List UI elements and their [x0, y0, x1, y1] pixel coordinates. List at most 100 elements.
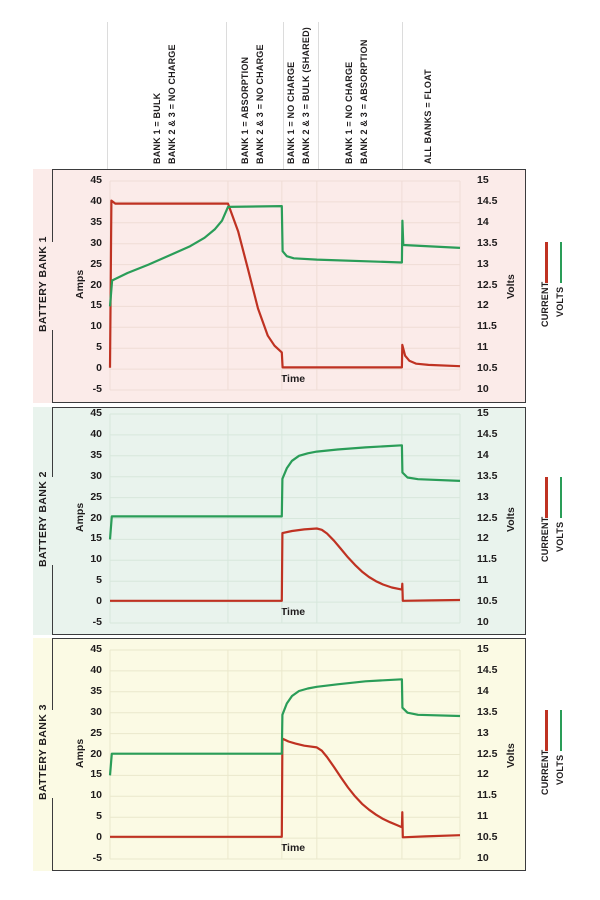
volts-tick: 11 [477, 810, 489, 823]
amps-tick: 10 [90, 553, 102, 566]
volts-tick: 11.5 [477, 789, 497, 802]
battery-bank-1-panel: BATTERY BANK 1 Amps Volts Time 45 40 35 30 2… [33, 169, 526, 403]
bank-3-title: BATTERY BANK 3 [37, 704, 49, 800]
volts-tick: 15 [477, 174, 489, 186]
volts-tick: 13 [477, 257, 489, 270]
volts-tick: 14.5 [477, 663, 498, 676]
time-axis-label: Time [280, 606, 306, 618]
phase-separator [226, 22, 227, 169]
volts-line [108, 205, 461, 307]
volts-tick: 14.5 [477, 194, 498, 207]
volts-tick: 12 [477, 532, 489, 545]
phase-label: BANK 2 & 3 = NO CHARGE [167, 44, 177, 164]
amps-tick: -5 [92, 616, 102, 628]
time-axis-label: Time [280, 373, 306, 385]
volts-tick: 10.5 [477, 362, 498, 375]
amps-tick: 40 [90, 663, 102, 676]
amps-tick: 25 [90, 257, 102, 270]
amps-tick: 0 [96, 362, 102, 375]
amps-tick: 20 [90, 511, 102, 524]
bank-3-plot [108, 649, 461, 860]
bank-1-plot [108, 180, 461, 391]
current-line [108, 199, 461, 369]
volts-tick: 14 [477, 448, 489, 461]
volts-tick: 10 [477, 616, 489, 628]
amps-tick: 30 [90, 705, 102, 718]
phase-label: BANK 1 = NO CHARGE [286, 61, 296, 164]
amps-tick: 5 [96, 574, 102, 587]
frame-label-gap [50, 477, 55, 565]
current-legend-line [545, 242, 548, 283]
amps-tick: 25 [90, 490, 102, 503]
volts-line [108, 444, 461, 540]
volts-tick: 14 [477, 684, 489, 697]
amps-tick: 5 [96, 810, 102, 823]
phase-label: BANK 1 = BULK [152, 92, 162, 164]
volts-line [108, 678, 461, 776]
battery-bank-3-panel: BATTERY BANK 3 Amps Volts Time 45 40 35 30 2… [33, 638, 526, 871]
volts-tick: 12.5 [477, 278, 498, 291]
amps-tick: 15 [90, 532, 102, 545]
amps-tick: 10 [90, 789, 102, 802]
bank-1-title: BATTERY BANK 1 [37, 236, 49, 332]
phase-label: BANK 1 = ABSORPTION [240, 56, 250, 164]
volts-legend-line [559, 477, 562, 518]
volts-legend-label: VOLTS [554, 286, 565, 317]
volts-tick: 10.5 [477, 831, 498, 844]
current-legend-line [545, 710, 548, 751]
frame-label-gap [50, 710, 55, 798]
volts-legend-label: VOLTS [554, 521, 565, 552]
volts-tick: 11.5 [477, 553, 497, 566]
phase-label: BANK 2 & 3 = BULK (SHARED) [301, 27, 311, 164]
volts-legend-line [559, 242, 562, 283]
volts-tick: 12.5 [477, 747, 498, 760]
volts-tick: 12.5 [477, 511, 498, 524]
volts-legend-line [559, 710, 562, 751]
volts-tick: 13.5 [477, 236, 498, 249]
phase-separator [283, 22, 284, 169]
volts-tick: 15 [477, 643, 489, 655]
amps-tick: 45 [90, 407, 102, 419]
amps-tick: 15 [90, 299, 102, 312]
phase-label: BANK 1 = NO CHARGE [344, 61, 354, 164]
current-line [110, 737, 461, 839]
phase-label: ALL BANKS = FLOAT [423, 69, 433, 164]
volts-tick: 10 [477, 383, 489, 395]
current-legend-label: CURRENT [540, 749, 550, 795]
volts-tick: 13.5 [477, 469, 498, 482]
time-axis-label: Time [280, 842, 306, 854]
volts-tick: 11.5 [477, 320, 497, 333]
amps-tick: 35 [90, 684, 102, 697]
amps-tick: 0 [96, 831, 102, 844]
volts-tick: 13 [477, 726, 489, 739]
current-legend-label: CURRENT [540, 281, 550, 327]
current-legend-line [545, 477, 548, 518]
current-legend-label: CURRENT [540, 516, 550, 562]
volts-tick: 13.5 [477, 705, 498, 718]
bank-2-plot [108, 413, 461, 624]
volts-legend-label: VOLTS [554, 754, 565, 785]
amps-tick: 10 [90, 320, 102, 333]
amps-tick: 15 [90, 768, 102, 781]
amps-tick: 45 [90, 174, 102, 186]
volts-tick: 15 [477, 407, 489, 419]
volts-tick: 12 [477, 299, 489, 312]
volts-tick: 13 [477, 490, 489, 503]
amps-tick: 40 [90, 194, 102, 207]
volts-tick: 11 [477, 574, 489, 587]
phase-separator [107, 22, 108, 169]
amps-tick: 0 [96, 595, 102, 608]
amps-tick: 30 [90, 236, 102, 249]
amps-tick: 45 [90, 643, 102, 655]
volts-tick: 10 [477, 852, 489, 864]
phase-separator [402, 22, 403, 169]
phase-label: BANK 2 & 3 = NO CHARGE [255, 44, 265, 164]
volts-tick: 14.5 [477, 427, 498, 440]
volts-tick: 12 [477, 768, 489, 781]
volts-tick: 10.5 [477, 595, 498, 608]
battery-bank-2-panel: BATTERY BANK 2 Amps Volts Time 45 40 35 30 2… [33, 407, 526, 635]
amps-tick: 40 [90, 427, 102, 440]
amps-tick: 20 [90, 747, 102, 760]
amps-tick: -5 [92, 383, 102, 395]
